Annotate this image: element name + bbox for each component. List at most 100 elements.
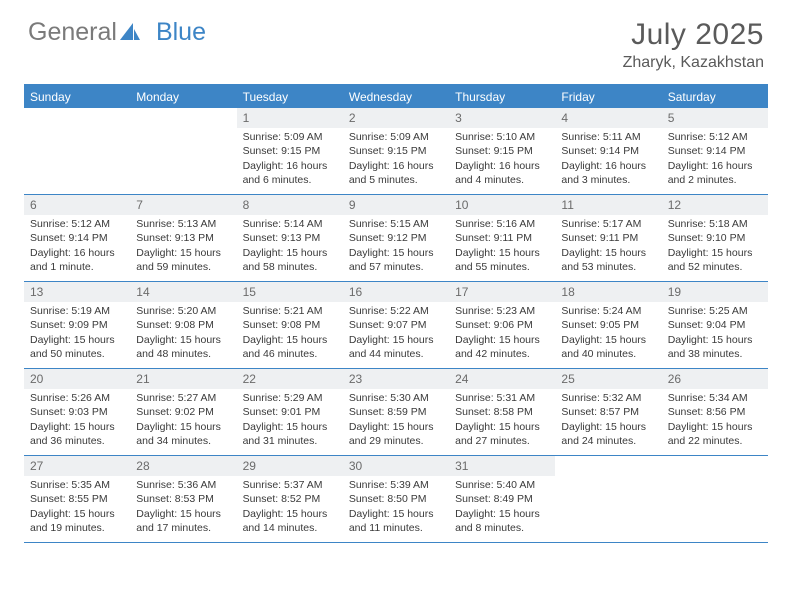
info-line: Sunset: 9:08 PM [136,318,230,332]
info-line: Sunrise: 5:32 AM [561,391,655,405]
info-line: Daylight: 15 hours [668,420,762,434]
day-cell: 31Sunrise: 5:40 AMSunset: 8:49 PMDayligh… [449,456,555,542]
info-line: Daylight: 15 hours [243,246,337,260]
day-number: 6 [24,195,130,215]
info-line: Daylight: 15 hours [668,246,762,260]
info-line: and 8 minutes. [455,521,549,535]
day-number: 12 [662,195,768,215]
info-line: Sunset: 9:14 PM [561,144,655,158]
day-info: Sunrise: 5:35 AMSunset: 8:55 PMDaylight:… [24,476,130,539]
info-line: Sunrise: 5:17 AM [561,217,655,231]
info-line: and 42 minutes. [455,347,549,361]
info-line: and 52 minutes. [668,260,762,274]
header: General Blue July 2025 Zharyk, Kazakhsta… [0,0,792,80]
day-info: Sunrise: 5:15 AMSunset: 9:12 PMDaylight:… [343,215,449,278]
day-cell: 20Sunrise: 5:26 AMSunset: 9:03 PMDayligh… [24,369,130,455]
day-info: Sunrise: 5:30 AMSunset: 8:59 PMDaylight:… [343,389,449,452]
info-line: Daylight: 15 hours [455,333,549,347]
day-info: Sunrise: 5:20 AMSunset: 9:08 PMDaylight:… [130,302,236,365]
day-cell: 24Sunrise: 5:31 AMSunset: 8:58 PMDayligh… [449,369,555,455]
info-line: and 50 minutes. [30,347,124,361]
info-line: Sunrise: 5:22 AM [349,304,443,318]
day-info: Sunrise: 5:31 AMSunset: 8:58 PMDaylight:… [449,389,555,452]
info-line: Sunrise: 5:19 AM [30,304,124,318]
info-line: and 17 minutes. [136,521,230,535]
day-number: 28 [130,456,236,476]
info-line: Sunset: 9:02 PM [136,405,230,419]
info-line: Daylight: 15 hours [30,420,124,434]
info-line: and 6 minutes. [243,173,337,187]
info-line: Daylight: 15 hours [561,333,655,347]
day-number: 21 [130,369,236,389]
info-line: Daylight: 15 hours [455,507,549,521]
info-line: Sunrise: 5:29 AM [243,391,337,405]
day-info: Sunrise: 5:10 AMSunset: 9:15 PMDaylight:… [449,128,555,191]
info-line: Sunset: 9:09 PM [30,318,124,332]
info-line: and 11 minutes. [349,521,443,535]
day-cell: 12Sunrise: 5:18 AMSunset: 9:10 PMDayligh… [662,195,768,281]
info-line: Daylight: 15 hours [349,420,443,434]
day-cell: 11Sunrise: 5:17 AMSunset: 9:11 PMDayligh… [555,195,661,281]
info-line: and 19 minutes. [30,521,124,535]
info-line: and 4 minutes. [455,173,549,187]
info-line: and 34 minutes. [136,434,230,448]
day-cell: 13Sunrise: 5:19 AMSunset: 9:09 PMDayligh… [24,282,130,368]
info-line: Daylight: 16 hours [30,246,124,260]
day-number: 19 [662,282,768,302]
info-line: Daylight: 16 hours [243,159,337,173]
day-info: Sunrise: 5:27 AMSunset: 9:02 PMDaylight:… [130,389,236,452]
day-cell: 10Sunrise: 5:16 AMSunset: 9:11 PMDayligh… [449,195,555,281]
day-info: Sunrise: 5:36 AMSunset: 8:53 PMDaylight:… [130,476,236,539]
day-number: 18 [555,282,661,302]
day-cell: 2Sunrise: 5:09 AMSunset: 9:15 PMDaylight… [343,108,449,194]
day-number: 16 [343,282,449,302]
info-line: Sunrise: 5:09 AM [349,130,443,144]
info-line: Daylight: 15 hours [561,246,655,260]
day-info: Sunrise: 5:37 AMSunset: 8:52 PMDaylight:… [237,476,343,539]
day-info: Sunrise: 5:25 AMSunset: 9:04 PMDaylight:… [662,302,768,365]
day-cell [24,108,130,194]
info-line: and 58 minutes. [243,260,337,274]
info-line: and 48 minutes. [136,347,230,361]
info-line: and 29 minutes. [349,434,443,448]
info-line: Daylight: 15 hours [561,420,655,434]
day-number: 23 [343,369,449,389]
day-info: Sunrise: 5:39 AMSunset: 8:50 PMDaylight:… [343,476,449,539]
info-line: Daylight: 16 hours [349,159,443,173]
day-header-row: SundayMondayTuesdayWednesdayThursdayFrid… [24,86,768,108]
day-cell: 9Sunrise: 5:15 AMSunset: 9:12 PMDaylight… [343,195,449,281]
info-line: and 24 minutes. [561,434,655,448]
info-line: Sunrise: 5:30 AM [349,391,443,405]
day-cell: 7Sunrise: 5:13 AMSunset: 9:13 PMDaylight… [130,195,236,281]
info-line: Sunset: 8:56 PM [668,405,762,419]
info-line: and 14 minutes. [243,521,337,535]
info-line: Sunrise: 5:11 AM [561,130,655,144]
info-line: Sunrise: 5:20 AM [136,304,230,318]
info-line: Sunrise: 5:23 AM [455,304,549,318]
day-info: Sunrise: 5:21 AMSunset: 9:08 PMDaylight:… [237,302,343,365]
info-line: and 3 minutes. [561,173,655,187]
info-line: Daylight: 15 hours [243,507,337,521]
day-header: Saturday [662,86,768,108]
day-number: 24 [449,369,555,389]
info-line: Sunset: 9:13 PM [243,231,337,245]
info-line: Daylight: 15 hours [349,507,443,521]
info-line: and 44 minutes. [349,347,443,361]
day-cell: 21Sunrise: 5:27 AMSunset: 9:02 PMDayligh… [130,369,236,455]
info-line: Sunset: 9:15 PM [455,144,549,158]
day-info: Sunrise: 5:19 AMSunset: 9:09 PMDaylight:… [24,302,130,365]
info-line: Daylight: 16 hours [668,159,762,173]
info-line: Sunset: 9:11 PM [561,231,655,245]
day-number: 25 [555,369,661,389]
day-number: 2 [343,108,449,128]
info-line: and 22 minutes. [668,434,762,448]
info-line: and 40 minutes. [561,347,655,361]
day-cell: 5Sunrise: 5:12 AMSunset: 9:14 PMDaylight… [662,108,768,194]
info-line: Sunrise: 5:36 AM [136,478,230,492]
day-cell: 15Sunrise: 5:21 AMSunset: 9:08 PMDayligh… [237,282,343,368]
day-info: Sunrise: 5:24 AMSunset: 9:05 PMDaylight:… [555,302,661,365]
day-number: 9 [343,195,449,215]
day-info: Sunrise: 5:26 AMSunset: 9:03 PMDaylight:… [24,389,130,452]
info-line: Sunset: 9:14 PM [668,144,762,158]
info-line: Sunset: 8:55 PM [30,492,124,506]
